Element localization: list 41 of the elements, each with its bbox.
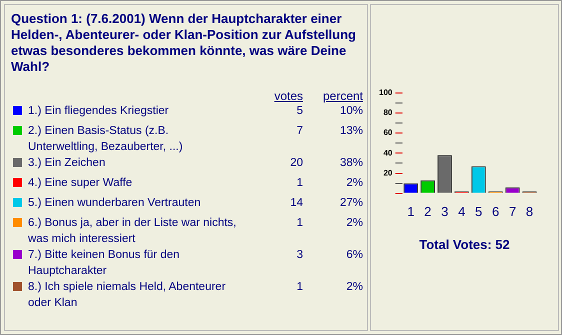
- data-label: 14: [289, 196, 303, 211]
- category-label: 3.) Ein Zeichen: [28, 156, 106, 171]
- text: votes: [273, 89, 303, 103]
- data-label: 3: [296, 248, 303, 263]
- text: percent: [322, 89, 363, 103]
- x-tick-label: 6: [492, 204, 500, 219]
- data-label: 1: [296, 176, 303, 191]
- y-tick-label: 80: [383, 108, 393, 118]
- category-label: 8.) Ich spiele niemals Held, Abenteurer oder Klan: [28, 280, 227, 311]
- x-tick-label: 2: [424, 204, 432, 219]
- x-tick-label: 3: [441, 204, 448, 219]
- data-label: 6%: [345, 248, 363, 263]
- category-label: 2.) Einen Basis-Status (z.B. Unterweltling, Bezauberter, ...): [28, 124, 184, 155]
- data-label: 10%: [338, 104, 363, 119]
- category-label: 5.) Einen wunderbaren Vertrauten: [28, 196, 202, 211]
- text: Total Votes: 52: [418, 237, 511, 252]
- x-tick-label: 5: [475, 204, 482, 219]
- data-label: 5: [296, 104, 303, 119]
- y-tick-label: 40: [383, 148, 393, 158]
- data-label: 27%: [338, 196, 363, 211]
- data-label: 2%: [345, 216, 363, 231]
- x-tick-label: 8: [526, 204, 534, 219]
- y-tick-label: 60: [383, 128, 393, 138]
- data-label: 20: [289, 156, 303, 171]
- category-label: 4.) Eine super Waffe: [28, 176, 134, 191]
- category-label: 6.) Bonus ja, aber in der Liste war nichts, was mich interessiert: [28, 216, 238, 247]
- data-label: 2%: [345, 280, 363, 295]
- x-tick-label: 1: [407, 204, 414, 219]
- data-label: 1: [296, 216, 303, 231]
- data-label: 2%: [345, 176, 363, 191]
- data-label: 38%: [338, 156, 363, 171]
- x-tick-label: 4: [458, 204, 466, 219]
- data-label: 13%: [338, 124, 363, 139]
- x-tick-label: 7: [508, 204, 516, 219]
- text: Question 1: (7.6.2001) Wenn der Hauptcharakter einer Helden-, Abenteurer- oder Klan-Position zur Aufstellung etwas besonderes bekommen könnte, was wäre Deine Wahl?: [11, 11, 357, 75]
- y-tick-label: 20: [383, 168, 393, 178]
- category-label: 7.) Bitte keinen Bonus für den Hauptcharakter: [28, 248, 181, 279]
- y-tick-label: 100: [378, 88, 393, 98]
- category-label: 1.) Ein fliegendes Kriegstier: [28, 104, 170, 119]
- data-label: 7: [296, 124, 303, 139]
- data-label: 1: [296, 280, 303, 295]
